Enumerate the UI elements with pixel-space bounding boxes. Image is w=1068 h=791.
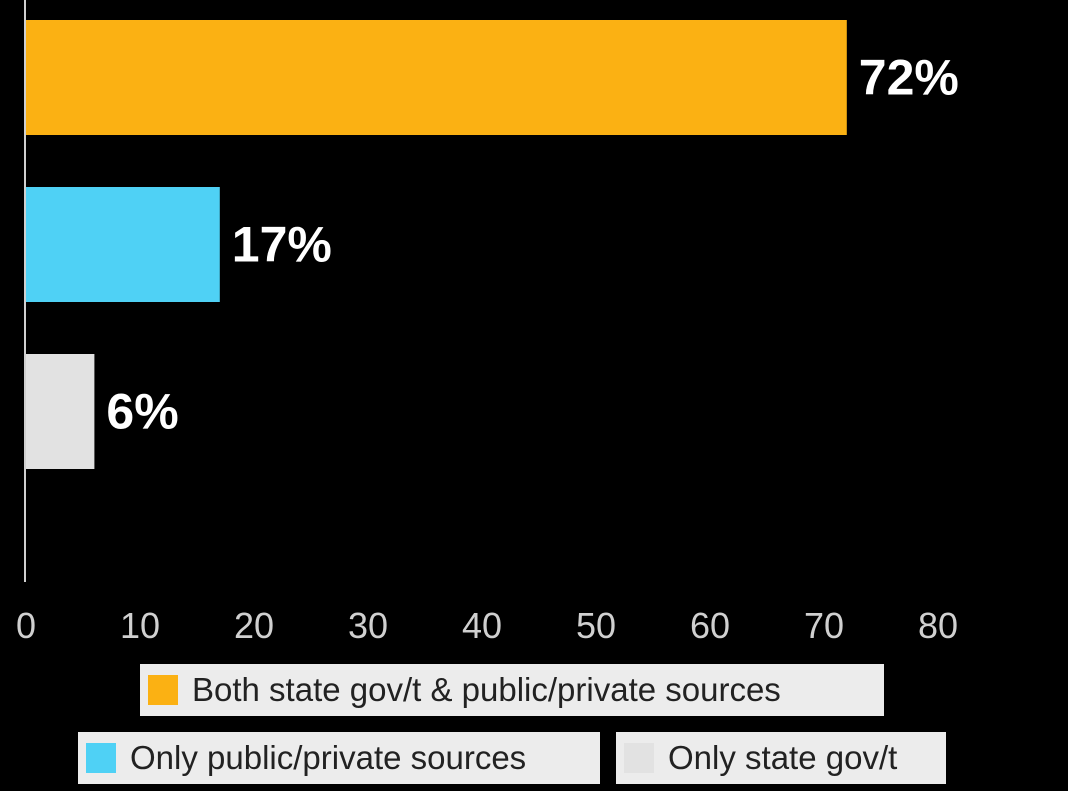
- legend-swatch-cyan: [86, 743, 116, 773]
- bar: [26, 354, 95, 469]
- bar: [26, 187, 220, 302]
- data-label: 17%: [232, 217, 332, 273]
- x-tick-label: 20: [234, 605, 274, 646]
- legend-entry-state-govt: Only state gov/t: [616, 732, 946, 784]
- x-tick-label: 40: [462, 605, 502, 646]
- legend-label: Both state gov/t & public/private source…: [192, 671, 781, 708]
- data-label: 72%: [859, 50, 959, 106]
- legend-entry-public-private: Only public/private sources: [78, 732, 600, 784]
- legend-label: Only public/private sources: [130, 739, 527, 776]
- legend-entry-both-sources: Both state gov/t & public/private source…: [140, 664, 884, 716]
- bar: [26, 20, 847, 135]
- x-tick-label: 0: [16, 605, 36, 646]
- x-tick-label: 70: [804, 605, 844, 646]
- legend-swatch-orange: [148, 675, 178, 705]
- x-tick-label: 80: [918, 605, 958, 646]
- x-tick-label: 10: [120, 605, 160, 646]
- legend-label: Only state gov/t: [668, 739, 898, 776]
- x-tick-label: 30: [348, 605, 388, 646]
- legend-swatch-gray: [624, 743, 654, 773]
- x-tick-label: 60: [690, 605, 730, 646]
- x-tick-label: 50: [576, 605, 616, 646]
- data-label: 6%: [106, 384, 178, 440]
